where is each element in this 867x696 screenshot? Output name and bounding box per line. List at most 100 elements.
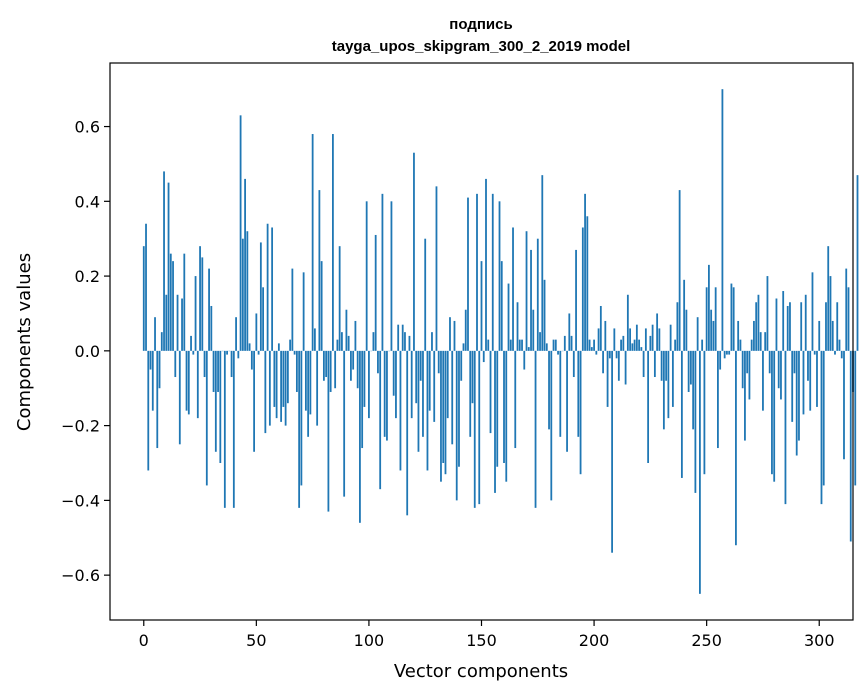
bar-106 — [381, 193, 384, 351]
bar-86 — [336, 339, 339, 351]
bar-37 — [226, 350, 228, 355]
bar-134 — [444, 350, 447, 475]
bar-191 — [572, 350, 575, 378]
bar-257 — [721, 89, 724, 351]
bar-3 — [149, 350, 152, 370]
bar-220 — [638, 339, 641, 351]
bar-104 — [377, 350, 379, 374]
bar-1 — [145, 223, 147, 351]
bar-149 — [478, 350, 481, 505]
bar-273 — [757, 294, 760, 351]
bar-300 — [818, 320, 821, 351]
bar-244 — [692, 350, 695, 430]
bar-118 — [408, 335, 411, 351]
x-axis-label: Vector components — [394, 661, 568, 682]
bar-277 — [766, 276, 769, 351]
bar-42 — [237, 350, 240, 359]
bar-141 — [460, 350, 463, 381]
bar-49 — [253, 350, 255, 452]
bar-281 — [775, 298, 778, 351]
bar-174 — [534, 350, 537, 508]
bar-18 — [183, 253, 186, 351]
bar-245 — [694, 350, 697, 493]
bar-298 — [813, 350, 816, 355]
bar-239 — [680, 350, 683, 478]
bar-48 — [250, 350, 253, 370]
bar-282 — [777, 350, 780, 389]
bar-88 — [341, 332, 343, 351]
bar-303 — [825, 302, 827, 351]
bar-108 — [386, 350, 388, 441]
bar-10 — [165, 294, 168, 351]
bar-187 — [563, 335, 566, 351]
y-tick-label-3: 0.0 — [75, 342, 100, 361]
bar-226 — [651, 324, 654, 351]
bar-64 — [286, 350, 289, 404]
bar-312 — [845, 268, 848, 351]
bar-4 — [151, 350, 154, 411]
bar-178 — [543, 279, 546, 351]
chart-title-line2: tayga_upos_skipgram_300_2_2019 model — [332, 38, 631, 55]
bar-144 — [467, 197, 469, 351]
bar-279 — [771, 350, 773, 475]
bar-44 — [241, 238, 244, 351]
bar-214 — [624, 350, 627, 385]
bar-32 — [214, 350, 217, 452]
bar-130 — [435, 186, 438, 351]
bar-60 — [277, 343, 280, 351]
bar-57 — [271, 227, 274, 351]
bar-229 — [658, 328, 661, 351]
bar-189 — [568, 313, 571, 351]
y-tick-label-5: 0.4 — [75, 192, 100, 211]
bar-224 — [647, 350, 650, 463]
x-tick-label-5: 250 — [691, 631, 722, 650]
bar-211 — [617, 350, 620, 381]
bar-100 — [368, 350, 370, 419]
bar-212 — [620, 339, 622, 351]
bar-34 — [219, 350, 222, 463]
bar-264 — [737, 320, 740, 351]
bar-309 — [838, 339, 841, 351]
bar-52 — [259, 242, 262, 351]
bar-290 — [795, 350, 798, 456]
bar-107 — [383, 350, 386, 437]
bar-62 — [282, 350, 285, 407]
bar-202 — [597, 328, 600, 351]
bar-253 — [712, 320, 715, 351]
bar-297 — [811, 272, 814, 351]
bar-299 — [816, 350, 818, 407]
bar-161 — [505, 350, 508, 482]
bar-116 — [404, 332, 406, 351]
bar-246 — [696, 317, 699, 351]
bar-317 — [856, 175, 859, 351]
bar-152 — [485, 178, 487, 351]
bar-176 — [539, 332, 541, 351]
bar-313 — [847, 287, 850, 351]
bar-17 — [181, 298, 183, 351]
bar-289 — [793, 350, 796, 374]
bar-132 — [440, 350, 442, 482]
bar-236 — [674, 339, 677, 351]
bar-155 — [491, 193, 494, 351]
bar-41 — [235, 317, 237, 351]
bar-256 — [719, 350, 722, 370]
x-tick-label-0: 0 — [139, 631, 149, 650]
bar-286 — [786, 305, 789, 351]
bar-5 — [154, 317, 156, 351]
bar-69 — [298, 350, 301, 508]
bar-203 — [599, 305, 602, 351]
bar-154 — [489, 350, 492, 434]
bar-188 — [566, 350, 568, 452]
bar-235 — [671, 350, 674, 407]
bar-215 — [626, 294, 629, 351]
bar-110 — [390, 201, 393, 351]
bar-142 — [462, 343, 465, 351]
bar-115 — [401, 324, 404, 351]
bar-192 — [575, 249, 577, 351]
bar-216 — [629, 328, 631, 351]
bar-72 — [304, 350, 307, 411]
bar-221 — [640, 347, 643, 351]
y-tick-label-2: −0.2 — [61, 417, 100, 436]
bar-180 — [548, 350, 550, 430]
bar-158 — [498, 201, 501, 351]
